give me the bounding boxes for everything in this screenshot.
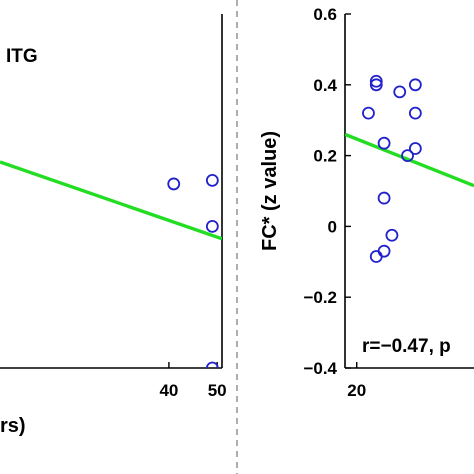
data-point bbox=[408, 106, 422, 120]
right-y-tick-label: 0 bbox=[328, 217, 337, 236]
correlation-annotation: r=−0.47, p bbox=[362, 336, 451, 357]
data-point bbox=[362, 106, 375, 120]
right-y-tick-label: −0.2 bbox=[303, 288, 337, 307]
data-point bbox=[408, 142, 422, 155]
left-x-tick-label: 50 bbox=[208, 381, 227, 400]
data-point bbox=[167, 177, 181, 191]
data-point bbox=[385, 228, 399, 242]
data-point bbox=[205, 173, 219, 187]
right-y-ticks: −0.4 −0.2 0 0.2 0.4 0.6 bbox=[303, 5, 351, 378]
right-y-tick-label: 0.2 bbox=[313, 147, 337, 166]
left-points bbox=[167, 173, 219, 368]
left-panel-title: ITG bbox=[6, 46, 38, 67]
right-y-tick-label: 0.6 bbox=[313, 5, 337, 24]
data-point bbox=[393, 85, 407, 99]
data-point bbox=[401, 149, 414, 163]
left-x-tick-label: 40 bbox=[159, 381, 178, 400]
left-panel: 40 50 ITG rs) bbox=[0, 14, 227, 437]
right-x-tick-label: 20 bbox=[347, 381, 366, 400]
right-points bbox=[362, 74, 422, 263]
right-panel: −0.4 −0.2 0 0.2 0.4 0.6 20 FC* (z value) r=−0… bbox=[259, 5, 474, 400]
data-point bbox=[369, 250, 383, 263]
right-x-ticks: 20 bbox=[347, 362, 366, 400]
data-point bbox=[205, 361, 219, 368]
data-point bbox=[377, 191, 391, 205]
data-point bbox=[377, 136, 391, 150]
data-point bbox=[205, 219, 219, 233]
data-point bbox=[369, 78, 383, 92]
left-fit-line bbox=[0, 160, 222, 241]
data-point bbox=[377, 244, 391, 258]
right-y-tick-label: −0.4 bbox=[303, 359, 337, 378]
data-point bbox=[369, 74, 383, 88]
right-y-tick-label: 0.4 bbox=[313, 76, 337, 95]
left-x-axis-title: rs) bbox=[0, 415, 26, 437]
data-point bbox=[408, 78, 422, 92]
right-y-axis-title: FC* (z value) bbox=[259, 131, 281, 251]
